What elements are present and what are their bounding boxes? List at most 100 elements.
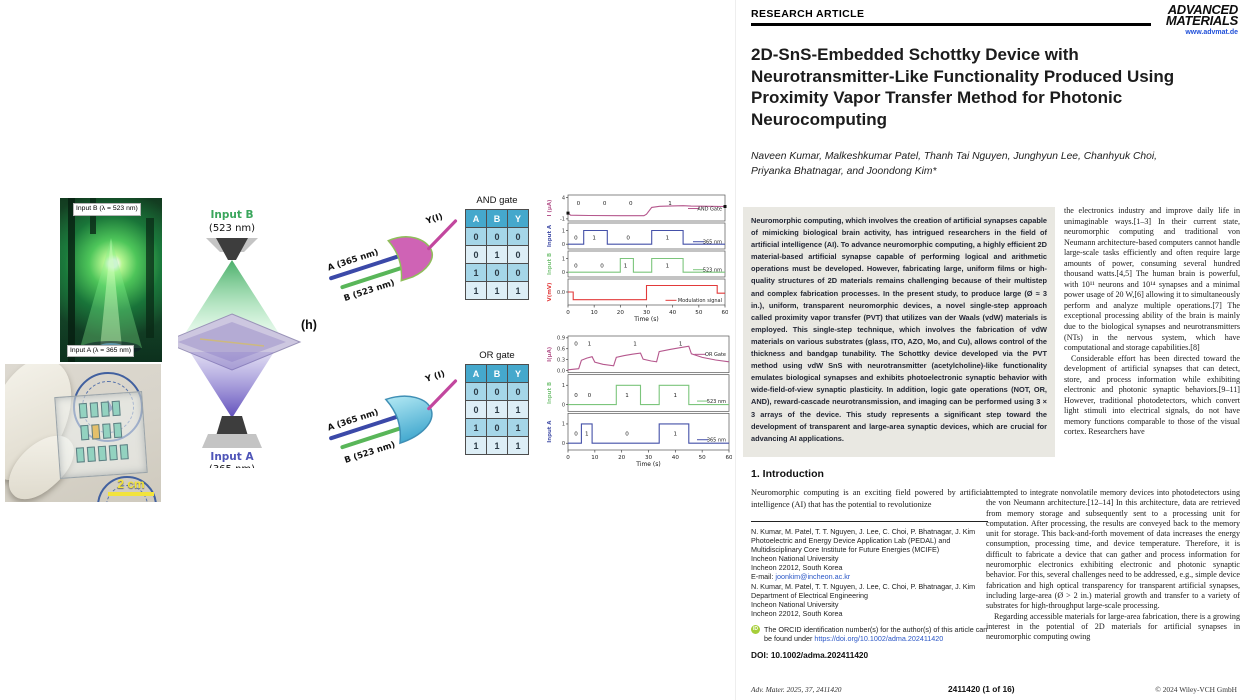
- footer-citation: Adv. Mater. 2025, 37, 2411420: [751, 685, 842, 694]
- x-tick: 50: [699, 455, 707, 461]
- orcid-doi-link[interactable]: https://doi.org/10.1002/adma.202411420: [814, 634, 944, 644]
- logic-annotation: 1: [666, 263, 670, 269]
- logic-annotation: 0: [603, 201, 607, 207]
- output-line: [427, 379, 458, 411]
- series-Modulation signal: [568, 284, 725, 301]
- input-a-line: [329, 253, 402, 281]
- y-tick: 0: [562, 402, 565, 408]
- truth-table-cell: 1: [486, 281, 508, 300]
- device-sample-photo: 2 cm: [5, 364, 161, 502]
- legend-label: 365 nm: [707, 438, 726, 444]
- abstract-box: Neuromorphic computing, which involves t…: [743, 207, 1055, 457]
- scale-bar: 2 cm: [108, 477, 154, 496]
- truth-table-cell: 1: [465, 281, 487, 300]
- truth-table-cell: 1: [465, 436, 487, 455]
- output-line: [427, 219, 458, 251]
- top-lens: [216, 238, 248, 260]
- y-tick: 0.9: [557, 336, 565, 342]
- left-column: 1. Introduction Neuromorphic computing i…: [751, 468, 988, 660]
- legend-label: Modulation signal: [678, 298, 722, 304]
- legend-label: OR Gate: [705, 352, 726, 358]
- or-gate-body: [384, 395, 433, 445]
- truth-table-cell: 0: [465, 382, 487, 401]
- truth-table-header: B: [486, 209, 508, 228]
- chip-trace: [199, 338, 265, 347]
- intro-paragraph: Neuromorphic computing is an exciting fi…: [751, 488, 988, 509]
- x-tick: 0: [566, 455, 570, 461]
- truth-table-cell: 1: [507, 400, 529, 419]
- and-gate-body: [387, 236, 433, 282]
- truth-table-cell: 0: [507, 245, 529, 264]
- series-365 nm: [568, 423, 729, 444]
- orcid-text: The ORCID identification number(s) for t…: [764, 624, 988, 644]
- logic-annotation: 1: [679, 341, 683, 347]
- panel-frame: [567, 194, 726, 222]
- x-tick: 60: [725, 455, 732, 461]
- series-523 nm: [568, 384, 729, 406]
- footnote-rule: [751, 521, 988, 522]
- input-b-wavelength-label: Input B (λ = 523 nm): [73, 203, 141, 216]
- y-tick: 0.0: [557, 290, 565, 296]
- logic-annotation: 0: [574, 432, 578, 438]
- y-tick: 0.6: [557, 347, 565, 353]
- y-axis-label: I (µA): [547, 200, 553, 217]
- journal-url-link[interactable]: www.advmat.de: [1185, 29, 1238, 36]
- logo-line1: ADVANCED: [1167, 2, 1239, 17]
- truth-table-header: A: [465, 209, 487, 228]
- input-b-line: [340, 424, 408, 450]
- affiliation-block-2: N. Kumar, M. Patel, T. T. Nguyen, J. Lee…: [751, 581, 976, 618]
- output-text: Y(I): [424, 212, 444, 227]
- right-column-top: the electronics industry and improve dai…: [1064, 206, 1240, 438]
- or-gate-schematic: A (365 nm) B (523 nm) Y (I): [327, 369, 458, 466]
- series-523 nm: [568, 257, 725, 273]
- input-a-line: [329, 413, 402, 441]
- input-b-wl: (523 nm): [209, 223, 255, 234]
- logic-annotation: 1: [592, 235, 596, 241]
- y-tick: 0.0: [557, 368, 565, 374]
- y-axis-label: Input B: [547, 253, 553, 275]
- logic-annotation: 0: [625, 432, 629, 438]
- truth-table-cell: 1: [507, 418, 529, 437]
- truth-table-cell: 0: [486, 418, 508, 437]
- logic-annotation: 1: [668, 201, 672, 207]
- logic-annotation: 0: [574, 263, 578, 269]
- input-a-wl: (365 nm): [209, 464, 255, 468]
- legend-label: 523 nm: [707, 399, 726, 405]
- truth-table-cell: 0: [465, 227, 487, 246]
- x-tick: 20: [617, 310, 625, 316]
- truth-table-header: Y: [507, 209, 529, 228]
- y-axis-label: Input A: [547, 224, 553, 247]
- email-label: E-mail:: [751, 572, 776, 582]
- or-table-title: OR gate: [479, 350, 515, 361]
- green-beam-cone: [186, 260, 278, 332]
- x-axis-label: Time (s): [633, 316, 658, 322]
- end-marker: [723, 205, 727, 209]
- y-tick: 0: [562, 242, 565, 248]
- logic-annotation: 1: [625, 393, 629, 399]
- y-tick: 1: [562, 422, 565, 428]
- truth-table-cell: 1: [486, 245, 508, 264]
- email-link[interactable]: joonkim@incheon.ac.kr: [775, 572, 851, 582]
- body-paragraph: attempted to integrate nonvolatile memor…: [986, 488, 1240, 611]
- x-tick: 20: [618, 455, 626, 461]
- y-tick: 4: [562, 195, 565, 201]
- panel-frame: [567, 412, 730, 451]
- series-OR Gate: [567, 345, 730, 371]
- journal-page: RESEARCH ARTICLE ADVANCED MATERIALS www.…: [735, 0, 1240, 700]
- body-paragraph: Considerable effort has been directed to…: [1064, 353, 1240, 437]
- laser-beam-graphic: [68, 198, 154, 362]
- output-text: Y (I): [423, 369, 446, 385]
- logic-annotation: 1: [674, 393, 678, 399]
- input-b-label: Input B: [210, 209, 253, 221]
- footer-copyright: © 2024 Wiley-VCH GmbH: [1155, 685, 1237, 694]
- footer-page-number: 2411420 (1 of 16): [948, 684, 1015, 694]
- panel-frame: [567, 250, 726, 278]
- x-tick: 10: [591, 310, 599, 316]
- truth-table-cell: 0: [465, 400, 487, 419]
- email-line: E-mail: joonkim@incheon.ac.kr: [751, 572, 988, 581]
- legend-label: 523 nm: [703, 268, 722, 274]
- logic-annotation: 0: [600, 263, 604, 269]
- doi-line: DOI: 10.1002/adma.202411420: [751, 650, 869, 661]
- section-heading: 1. Introduction: [751, 468, 824, 480]
